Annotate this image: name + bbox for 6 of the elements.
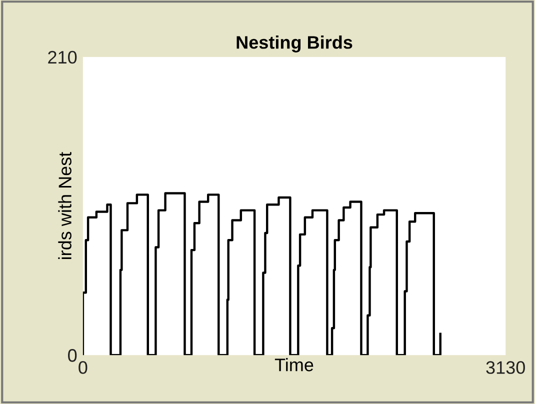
x-axis-title: Time: [274, 358, 314, 372]
y-tick-label: 210: [48, 50, 77, 64]
x-tick-label: 3130: [486, 361, 525, 374]
chart-title: Nesting Birds: [236, 36, 352, 52]
y-axis-title: irds with Nest: [58, 152, 72, 260]
line-series: [82, 192, 442, 356]
